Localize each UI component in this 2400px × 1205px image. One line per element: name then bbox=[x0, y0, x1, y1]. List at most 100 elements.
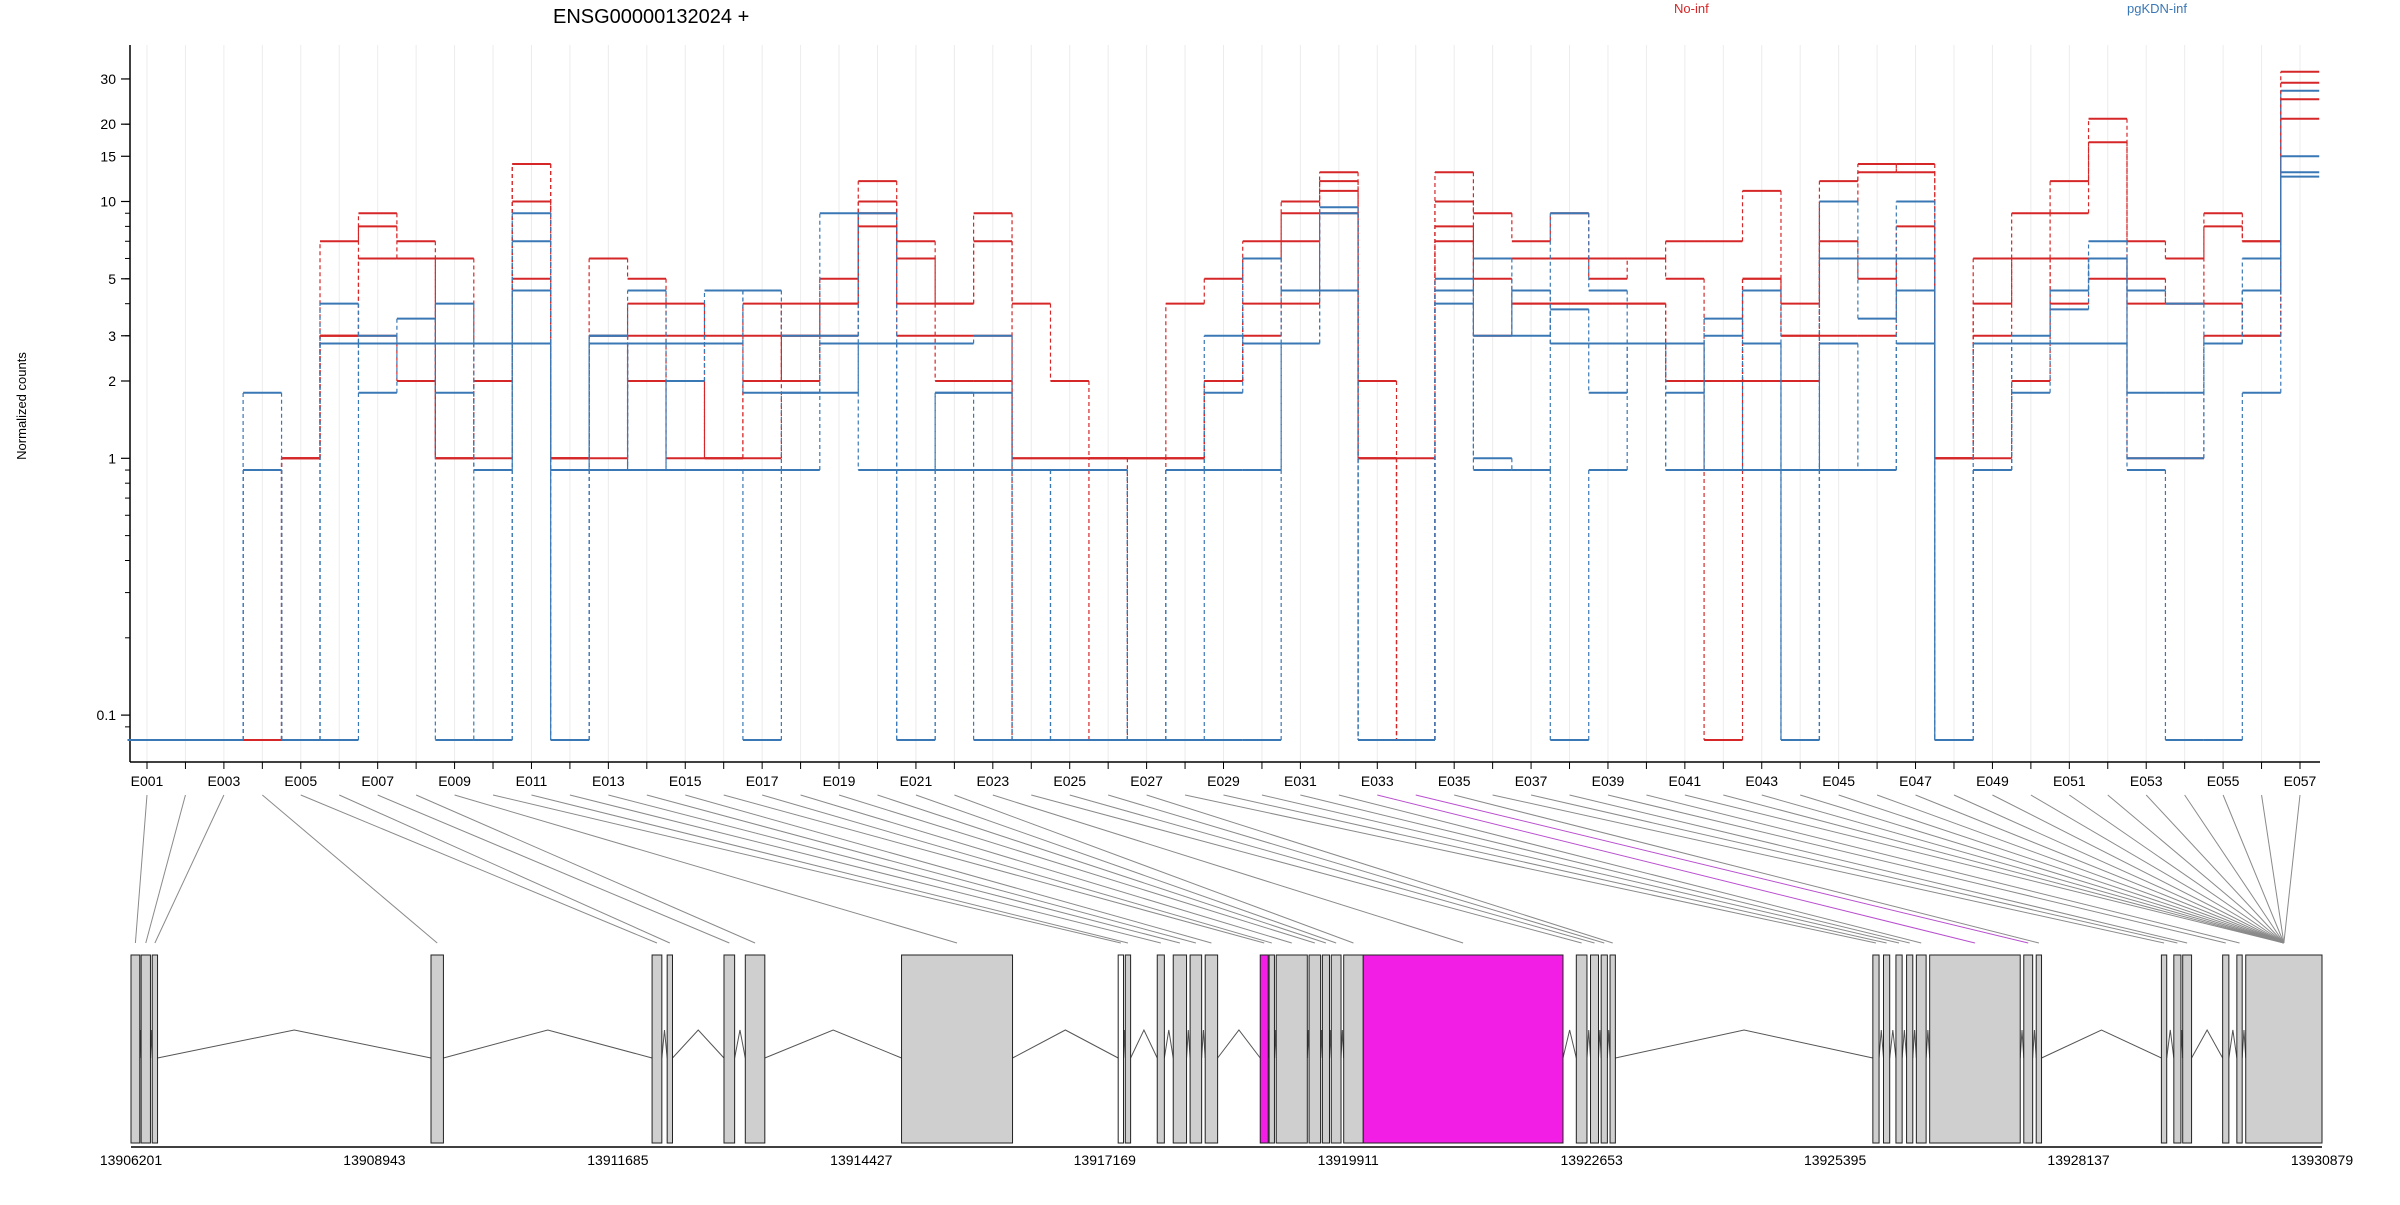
exon-connector bbox=[1338, 794, 1922, 944]
genomic-tick-label: 13911685 bbox=[587, 1152, 648, 1168]
exon-connector bbox=[339, 794, 671, 944]
intron-line bbox=[1186, 1029, 1191, 1059]
intron-line bbox=[2019, 1029, 2025, 1059]
exon-block bbox=[2160, 954, 2168, 1144]
exon-connector bbox=[1569, 794, 2188, 944]
x-tick-label: E027 bbox=[1130, 773, 1163, 789]
intron-line bbox=[2041, 1029, 2162, 1059]
exon-block bbox=[1895, 954, 1903, 1144]
exon-connector bbox=[2107, 794, 2285, 944]
exon-block bbox=[1275, 954, 1308, 1144]
exon-connector bbox=[300, 794, 658, 944]
genomic-tick-label: 13914427 bbox=[830, 1152, 893, 1168]
exon-connector bbox=[1031, 794, 1582, 944]
x-tick-label: E039 bbox=[1592, 773, 1625, 789]
y-tick-label: 0.1 bbox=[97, 707, 117, 723]
exon-block bbox=[1172, 954, 1188, 1144]
exon-connector bbox=[1723, 794, 2284, 944]
x-tick-label: E045 bbox=[1822, 773, 1855, 789]
exon-block-highlight bbox=[1362, 954, 1564, 1144]
exon-block bbox=[666, 954, 673, 1144]
exon-connector bbox=[800, 794, 1292, 944]
x-tick-label: E007 bbox=[361, 773, 394, 789]
exon-connector bbox=[415, 794, 756, 944]
intron-line bbox=[661, 1029, 668, 1059]
x-tick-label: E041 bbox=[1669, 773, 1702, 789]
exon-connector bbox=[569, 794, 1161, 944]
genomic-tick-label: 13922653 bbox=[1561, 1152, 1624, 1168]
exon-connector bbox=[1377, 794, 1976, 944]
intron-line bbox=[1925, 1029, 1931, 1059]
x-tick-label: E051 bbox=[2053, 773, 2086, 789]
x-tick-label: E035 bbox=[1438, 773, 1471, 789]
exon-block bbox=[1189, 954, 1203, 1144]
x-tick-label: E049 bbox=[1976, 773, 2009, 789]
exon-block bbox=[1882, 954, 1891, 1144]
exon-connector bbox=[2261, 794, 2285, 944]
x-tick-label: E029 bbox=[1207, 773, 1240, 789]
exon-connector bbox=[1876, 794, 2285, 944]
exon-connector bbox=[1415, 794, 2029, 944]
exon-block bbox=[1330, 954, 1342, 1144]
exon-connector bbox=[1108, 794, 1605, 944]
exon-connector bbox=[1223, 794, 1887, 944]
exon-block bbox=[140, 954, 151, 1144]
exon-connector bbox=[1684, 794, 2284, 944]
exon-block bbox=[2222, 954, 2230, 1144]
y-tick-label: 30 bbox=[100, 71, 116, 87]
genomic-tick-label: 13906201 bbox=[100, 1152, 163, 1168]
exon-block bbox=[151, 954, 159, 1144]
x-tick-label: E025 bbox=[1053, 773, 1086, 789]
intron-line bbox=[1217, 1029, 1261, 1059]
exon-connector bbox=[454, 794, 958, 944]
x-tick-label: E019 bbox=[823, 773, 856, 789]
exon-connector bbox=[1646, 794, 2240, 944]
y-axis-label: Normalized counts bbox=[14, 352, 29, 460]
exon-connector bbox=[992, 794, 1464, 944]
exon-connector bbox=[1607, 794, 2226, 944]
exon-block bbox=[1609, 954, 1616, 1144]
exon-connector bbox=[1992, 794, 2285, 944]
intron-line bbox=[1012, 1029, 1119, 1059]
y-tick-label: 20 bbox=[100, 116, 116, 132]
exon-block bbox=[1268, 954, 1275, 1144]
x-tick-label: E055 bbox=[2207, 773, 2240, 789]
legend-no-inf: No-inf bbox=[1674, 1, 1709, 16]
x-tick-label: E037 bbox=[1515, 773, 1548, 789]
exon-connector bbox=[762, 794, 1272, 944]
genomic-tick-label: 13930879 bbox=[2291, 1152, 2354, 1168]
exon-block bbox=[1929, 954, 2021, 1144]
intron-line bbox=[764, 1029, 902, 1059]
intron-line bbox=[2191, 1028, 2224, 1059]
exon-block bbox=[1575, 954, 1588, 1144]
x-tick-label: E053 bbox=[2130, 773, 2163, 789]
y-tick-label: 15 bbox=[100, 148, 116, 164]
x-tick-label: E017 bbox=[746, 773, 779, 789]
genomic-tick-label: 13928137 bbox=[2047, 1152, 2110, 1168]
intron-line bbox=[1201, 1029, 1206, 1059]
intron-line bbox=[1130, 1028, 1158, 1059]
exon-connector bbox=[1146, 794, 1613, 944]
exon-block bbox=[1590, 954, 1600, 1144]
exon-block bbox=[2245, 954, 2323, 1144]
y-tick-label: 5 bbox=[108, 271, 116, 287]
intron-line bbox=[1615, 1029, 1873, 1059]
genomic-tick-label: 13919911 bbox=[1318, 1152, 1379, 1168]
y-tick-label: 1 bbox=[108, 450, 116, 466]
x-tick-label: E003 bbox=[208, 773, 241, 789]
series-pgkdn-inf bbox=[127, 175, 2320, 741]
exon-connector bbox=[723, 794, 1265, 944]
x-tick-label: E015 bbox=[669, 773, 702, 789]
y-tick-label: 10 bbox=[100, 193, 116, 209]
intron-line bbox=[1912, 1029, 1917, 1059]
exon-connector bbox=[1492, 794, 2165, 944]
exon-block bbox=[2023, 954, 2034, 1144]
exon-block bbox=[2182, 954, 2193, 1144]
exon-connector bbox=[1530, 794, 2178, 944]
exon-connector bbox=[915, 794, 1337, 944]
exon-connector bbox=[1069, 794, 1595, 944]
intron-line bbox=[443, 1029, 653, 1059]
exon-block bbox=[1308, 954, 1322, 1144]
exon-connector bbox=[2145, 794, 2285, 944]
